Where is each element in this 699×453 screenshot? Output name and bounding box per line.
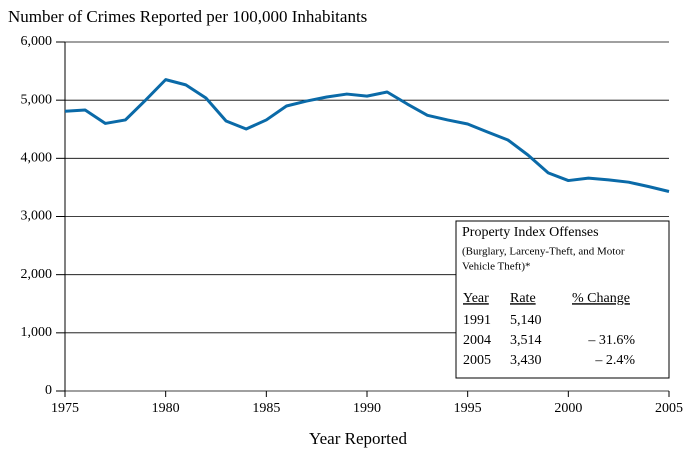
x-tick-label: 2000 [554,401,582,416]
inset-title: Property Index Offenses [462,225,599,240]
chart-title: Number of Crimes Reported per 100,000 In… [8,7,367,26]
y-tick-label: 1,000 [21,325,53,340]
inset-rate: 5,140 [510,313,542,328]
inset-change: – 31.6% [587,333,635,348]
inset-subtitle: (Burglary, Larceny-Theft, and Motor [462,246,625,258]
x-tick-label: 1975 [51,401,79,416]
x-tick-label: 2005 [655,401,683,416]
x-tick-label: 1990 [353,401,381,416]
inset-year: 1991 [463,313,491,328]
inset-subtitle: Vehicle Theft)* [462,261,531,273]
y-tick-label: 5,000 [21,92,53,107]
inset-year: 2004 [463,333,491,348]
inset-change: – 2.4% [594,353,635,368]
x-tick-label: 1980 [152,401,180,416]
y-tick-label: 3,000 [21,209,53,224]
inset-year: 2005 [463,353,491,368]
x-tick-label: 1995 [454,401,482,416]
y-tick-label: 6,000 [21,34,53,49]
x-tick-label: 1985 [252,401,280,416]
inset-rate: 3,430 [510,353,542,368]
y-tick-label: 2,000 [21,267,53,282]
inset-header: Year [463,291,489,306]
y-tick-label: 4,000 [21,151,53,166]
inset-header: % Change [572,291,630,306]
inset-header: Rate [510,291,536,306]
inset-box [455,220,670,379]
y-tick-label: 0 [45,383,52,398]
data-line [64,78,670,193]
x-axis-label: Year Reported [309,429,407,448]
inset-rate: 3,514 [510,333,542,348]
